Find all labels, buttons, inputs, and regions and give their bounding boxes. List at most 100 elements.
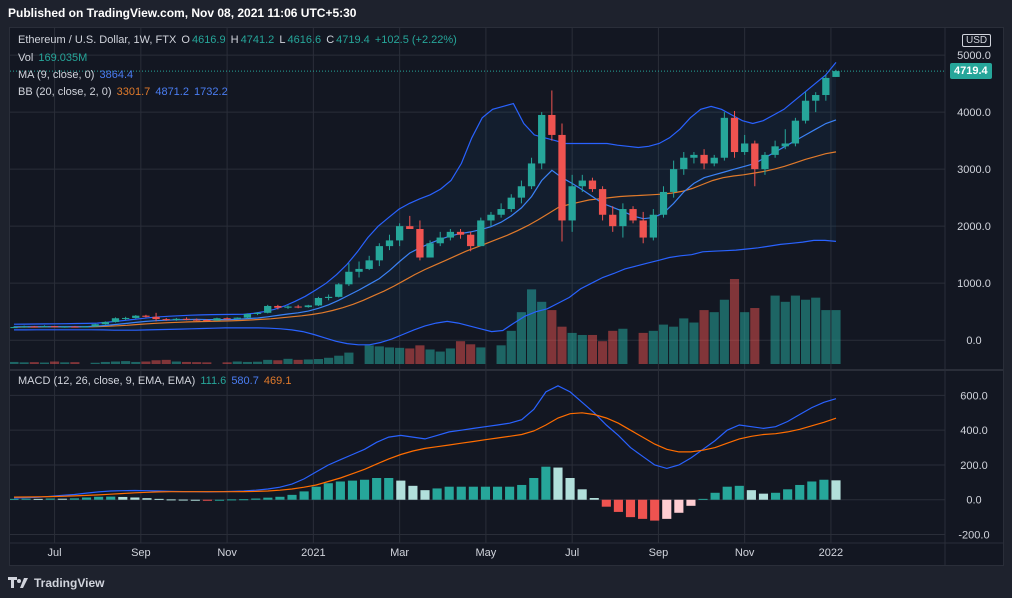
macd-hist-bar <box>130 497 140 500</box>
chart-svg[interactable]: 5000.0 4000.0 3000.0 2000.0 1000.0 0.0 600.0 40… <box>10 28 1003 565</box>
volume-bar <box>770 295 780 364</box>
ma-legend: MA (9, close, 0) 3864.4 <box>18 69 135 81</box>
candle-body <box>132 315 140 318</box>
macd-hist-bar <box>227 499 237 501</box>
candle-body <box>791 120 800 144</box>
bb-mid-line <box>13 151 837 328</box>
close-value: 4719.4 <box>336 34 370 46</box>
macd-hist-bar <box>831 480 841 500</box>
candle-body <box>152 316 160 320</box>
candle-body <box>467 234 475 247</box>
macd-hist-bar <box>432 488 442 500</box>
candle-body <box>10 327 18 329</box>
bb-upper-value: 4871.2 <box>155 86 189 98</box>
volume-bar <box>598 341 608 364</box>
candle-body <box>426 243 434 258</box>
macd-hist-bar <box>94 496 104 500</box>
volume-bar <box>658 324 669 364</box>
candle-body <box>588 180 597 190</box>
macd-hist-bar <box>795 484 805 500</box>
candle-body <box>50 326 59 328</box>
volume-bar <box>10 361 19 364</box>
macd-hist-bar <box>178 499 188 501</box>
open-label: O <box>181 34 190 46</box>
candle-body <box>761 154 769 170</box>
candle-body <box>223 318 231 320</box>
symbol-legend: Ethereum / U.S. Dollar, 1W, FTX O 4616.9 … <box>18 34 459 46</box>
bb-mid-value: 3301.7 <box>116 86 151 98</box>
candle-body <box>335 284 343 297</box>
macd-hist-bar <box>698 498 708 500</box>
macd-hist-bar <box>359 479 370 500</box>
volume-value: 169.035M <box>38 52 88 64</box>
macd-hist-bar <box>45 498 55 500</box>
macd-hist-bar <box>517 484 527 500</box>
time-tick-label: Nov <box>217 547 237 559</box>
macd-hist-bar <box>142 498 152 500</box>
macd-hist-bar <box>638 499 648 519</box>
currency-unit[interactable]: USD <box>962 34 992 47</box>
macd-hist-bar <box>69 498 80 500</box>
volume-label: Vol <box>18 52 34 64</box>
volume-bar <box>790 295 800 364</box>
macd-hist-bar <box>553 467 563 500</box>
volume-bar <box>729 279 740 364</box>
macd-hist-bar <box>323 483 333 500</box>
candle-body <box>375 246 383 261</box>
volume-bar <box>537 301 547 364</box>
macd-hist-bar <box>21 498 31 500</box>
candle-body <box>751 143 759 170</box>
volume-bar <box>638 332 648 364</box>
volume-bar <box>506 330 516 364</box>
candle-body <box>741 143 749 153</box>
macd-tick-label: 600.0 <box>960 390 988 402</box>
volume-bar <box>587 334 598 364</box>
candle-body <box>649 214 657 238</box>
low-value: 4616.6 <box>287 34 322 46</box>
candle-body <box>832 71 840 77</box>
candle-body <box>619 209 627 227</box>
candle-body <box>324 296 333 298</box>
volume-bar <box>618 328 628 364</box>
macd-hist-bar <box>819 479 829 500</box>
macd-hist-bar <box>662 499 672 519</box>
candle-body <box>548 114 556 135</box>
macd-hist-bar <box>650 499 660 521</box>
time-tick-label: Nov <box>735 547 755 559</box>
volume-bar <box>547 310 557 364</box>
candle-body <box>355 268 363 272</box>
macd-hist-bar <box>57 498 67 500</box>
candle-body <box>538 114 546 164</box>
bb-lower-value: 1732.2 <box>194 86 228 98</box>
brand-name: TradingView <box>34 576 105 590</box>
volume-bar <box>455 341 466 364</box>
low-label: L <box>279 34 286 46</box>
candle-body <box>101 321 109 325</box>
volume-bar <box>222 362 232 364</box>
volume-bar <box>334 355 344 364</box>
volume-bar <box>19 362 29 364</box>
candle-body <box>700 154 708 164</box>
macd-hist-bar <box>625 499 636 518</box>
candle-body <box>730 117 739 153</box>
candle-body <box>284 306 292 308</box>
macd-hist-bar <box>456 486 466 500</box>
volume-bar <box>567 332 577 364</box>
time-tick-label: Mar <box>390 547 409 559</box>
volume-bar <box>364 345 374 364</box>
candle-body <box>801 100 810 121</box>
candle-body <box>142 315 150 317</box>
volume-bar <box>60 362 70 364</box>
macd-hist-value: 111.6 <box>200 375 227 387</box>
chart-panel[interactable]: 5000.0 4000.0 3000.0 2000.0 1000.0 0.0 600.0 40… <box>9 27 1004 566</box>
macd-line-value: 580.7 <box>231 375 259 387</box>
candle-body <box>406 226 414 230</box>
volume-bar <box>29 362 39 364</box>
volume-bar <box>39 362 50 364</box>
macd-hist-bar <box>758 493 769 500</box>
macd-hist-bar <box>263 497 273 500</box>
volume-bar <box>669 326 679 364</box>
volume-bar <box>344 352 354 364</box>
bb-label: BB (20, close, 2, 0) <box>18 86 112 98</box>
volume-bar <box>202 362 212 364</box>
